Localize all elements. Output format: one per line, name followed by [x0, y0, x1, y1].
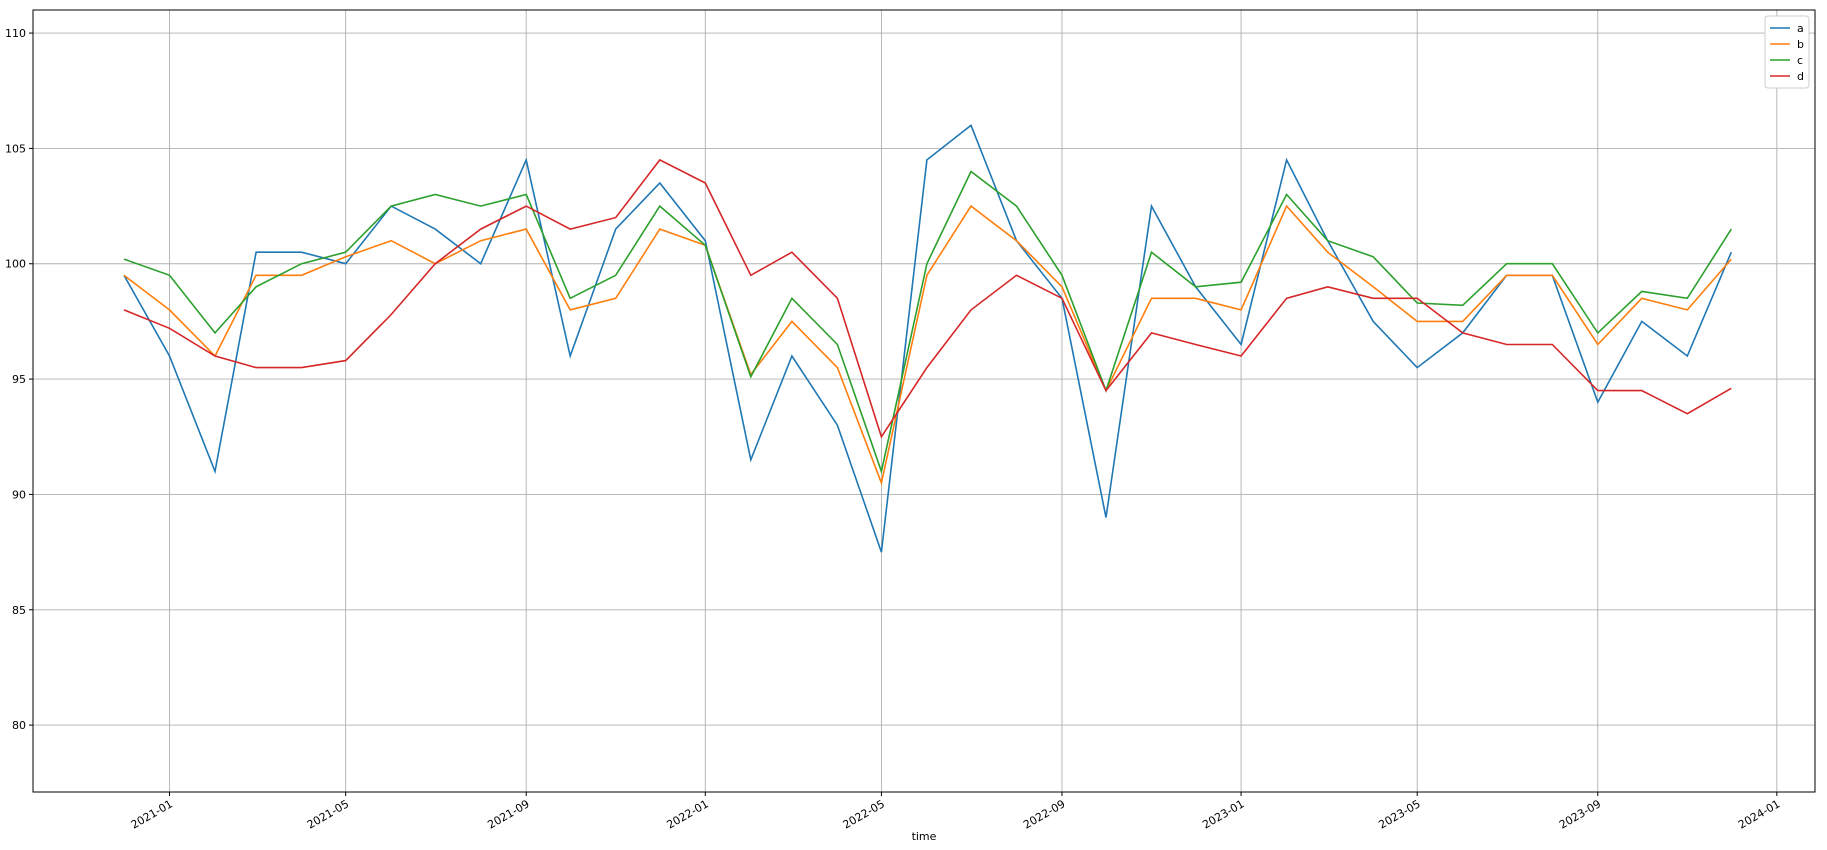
axes-frame — [32, 9, 1816, 793]
x-tick-label: 2022-01 — [664, 797, 710, 831]
x-tick-label: 2021-09 — [485, 797, 531, 831]
legend-label: b — [1797, 38, 1804, 51]
legend-label: c — [1797, 54, 1803, 67]
x-tick-label: 2021-05 — [305, 797, 351, 831]
y-tick-label: 95 — [12, 373, 26, 386]
line-series — [123, 204, 1732, 486]
x-tick-label: 2023-05 — [1376, 797, 1422, 831]
line-series — [123, 124, 1733, 553]
x-tick-label: 2022-09 — [1021, 797, 1067, 831]
legend-label: a — [1797, 22, 1804, 35]
y-tick-label: 110 — [5, 27, 26, 40]
y-tick-label: 90 — [12, 488, 26, 501]
x-tick-label: 2022-05 — [841, 797, 887, 831]
line-series — [123, 170, 1732, 475]
x-tick-label: 2024-01 — [1736, 797, 1782, 831]
legend-box — [1764, 15, 1810, 89]
x-tick-label: 2021-01 — [129, 797, 175, 831]
x-tick-label: 2023-09 — [1557, 797, 1603, 831]
y-tick-label: 80 — [12, 719, 26, 732]
x-tick-label: 2023-01 — [1200, 797, 1246, 831]
y-tick-label: 105 — [5, 142, 26, 155]
x-axis-label: time — [912, 830, 937, 843]
line-series — [123, 158, 1732, 439]
y-tick-label: 85 — [12, 604, 26, 617]
legend-label: d — [1797, 70, 1804, 83]
y-tick-label: 100 — [5, 258, 26, 271]
